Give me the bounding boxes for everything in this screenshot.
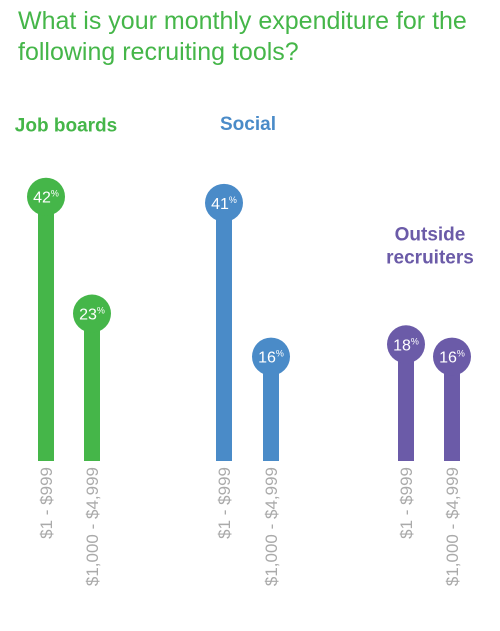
data-label: 16% [258,349,284,367]
data-label: 41% [211,195,237,213]
data-label: 23% [79,306,105,324]
value-bubble [387,325,425,364]
value-bubble [252,337,290,376]
bar [38,202,54,461]
bar [263,362,279,461]
series-label: Social [220,114,276,135]
value-bubble [205,183,243,222]
data-label: 42% [33,189,59,207]
bar [84,319,100,461]
category-label: $1 - $999 [37,467,56,539]
data-label: 18% [393,336,419,354]
category-label: $1,000 - $4,999 [443,467,462,586]
bar [444,362,460,461]
value-bubble [433,337,471,376]
category-label: $1,000 - $4,999 [262,467,281,586]
bar [398,350,414,461]
data-label: 16% [439,349,465,367]
value-bubble [27,177,65,216]
series-label: Outside [395,224,466,245]
category-label: $1 - $999 [215,467,234,539]
category-label: $1,000 - $4,999 [83,467,102,586]
series-label: recruiters [386,247,474,268]
category-label: $1 - $999 [397,467,416,539]
value-bubble [73,294,111,333]
series-label: Job boards [15,116,117,137]
chart-title: What is your monthly expenditure for the… [18,7,467,66]
bar [216,208,232,461]
